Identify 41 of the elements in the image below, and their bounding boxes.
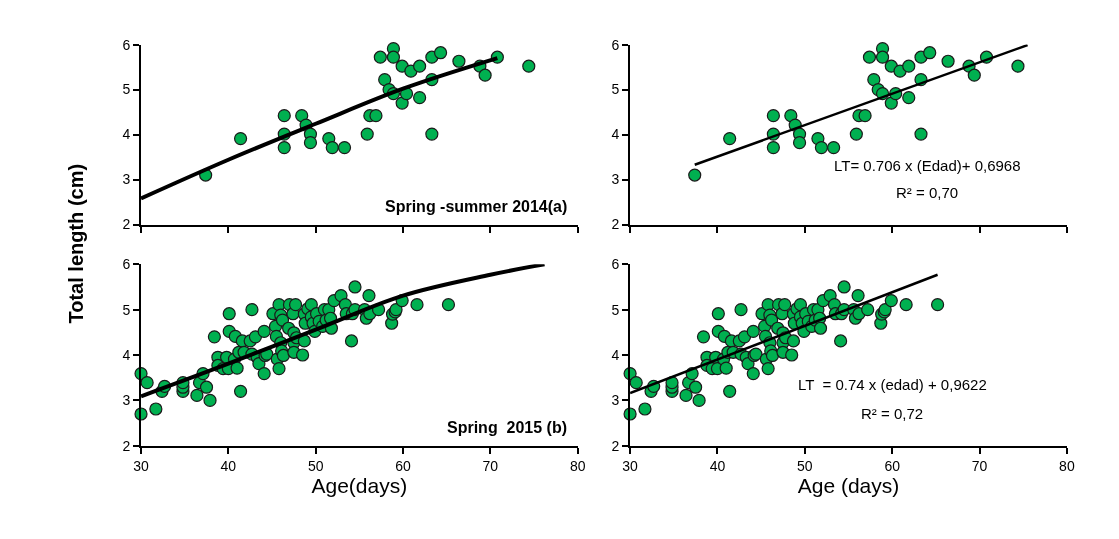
x-tick-label: 40 (709, 457, 726, 474)
x-tick-label: 60 (395, 457, 412, 474)
y-tick-label: 3 (122, 392, 131, 409)
y-tick-label: 5 (611, 81, 620, 98)
x-axis-title: Age (days) (797, 473, 900, 497)
x-tick-label: 80 (1059, 457, 1075, 474)
y-tick-label: 4 (611, 346, 620, 363)
x-tick-label: 60 (884, 457, 901, 474)
y-tick-label: 6 (122, 36, 131, 53)
annotation: LT = 0.74 x (edad) + 0,9622 (798, 376, 987, 393)
x-tick-label: 50 (307, 457, 324, 474)
y-tick-label: 4 (122, 346, 131, 363)
y-tick-label: 2 (122, 437, 131, 454)
y-tick-label: 2 (611, 437, 620, 454)
x-tick-label: 70 (971, 457, 988, 474)
x-tick-label: 40 (220, 457, 237, 474)
y-tick-label: 3 (611, 392, 620, 409)
x-tick-label: 30 (622, 457, 639, 474)
annotation: LT= 0.706 x (Edad)+ 0,6968 (834, 157, 1021, 174)
y-tick-label: 3 (122, 171, 131, 188)
y-tick-label: 6 (122, 256, 131, 273)
y-tick-label: 5 (611, 301, 620, 318)
annotation: R² = 0,72 (861, 405, 924, 422)
y-tick-label: 2 (611, 216, 620, 233)
x-tick-label: 70 (482, 457, 499, 474)
y-tick-label: 6 (611, 36, 620, 53)
y-tick-label: 4 (611, 126, 620, 143)
y-tick-label: 3 (611, 171, 620, 188)
x-tick-label: 50 (797, 457, 813, 474)
annotation: Spring 2015 (b) (447, 419, 568, 436)
y-tick-label: 4 (122, 126, 131, 143)
y-tick-label: 6 (611, 256, 620, 273)
x-axis-title: Age(days) (311, 473, 408, 497)
y-axis-title: Total length (cm) (64, 163, 87, 324)
y-tick-label: 5 (122, 301, 131, 318)
annotation: Spring -summer 2014(a) (385, 198, 568, 215)
x-tick-label: 80 (569, 457, 586, 474)
y-tick-label: 5 (122, 81, 131, 98)
y-tick-label: 2 (122, 216, 131, 233)
x-tick-label: 30 (133, 457, 150, 474)
annotation: R² = 0,70 (896, 184, 959, 201)
